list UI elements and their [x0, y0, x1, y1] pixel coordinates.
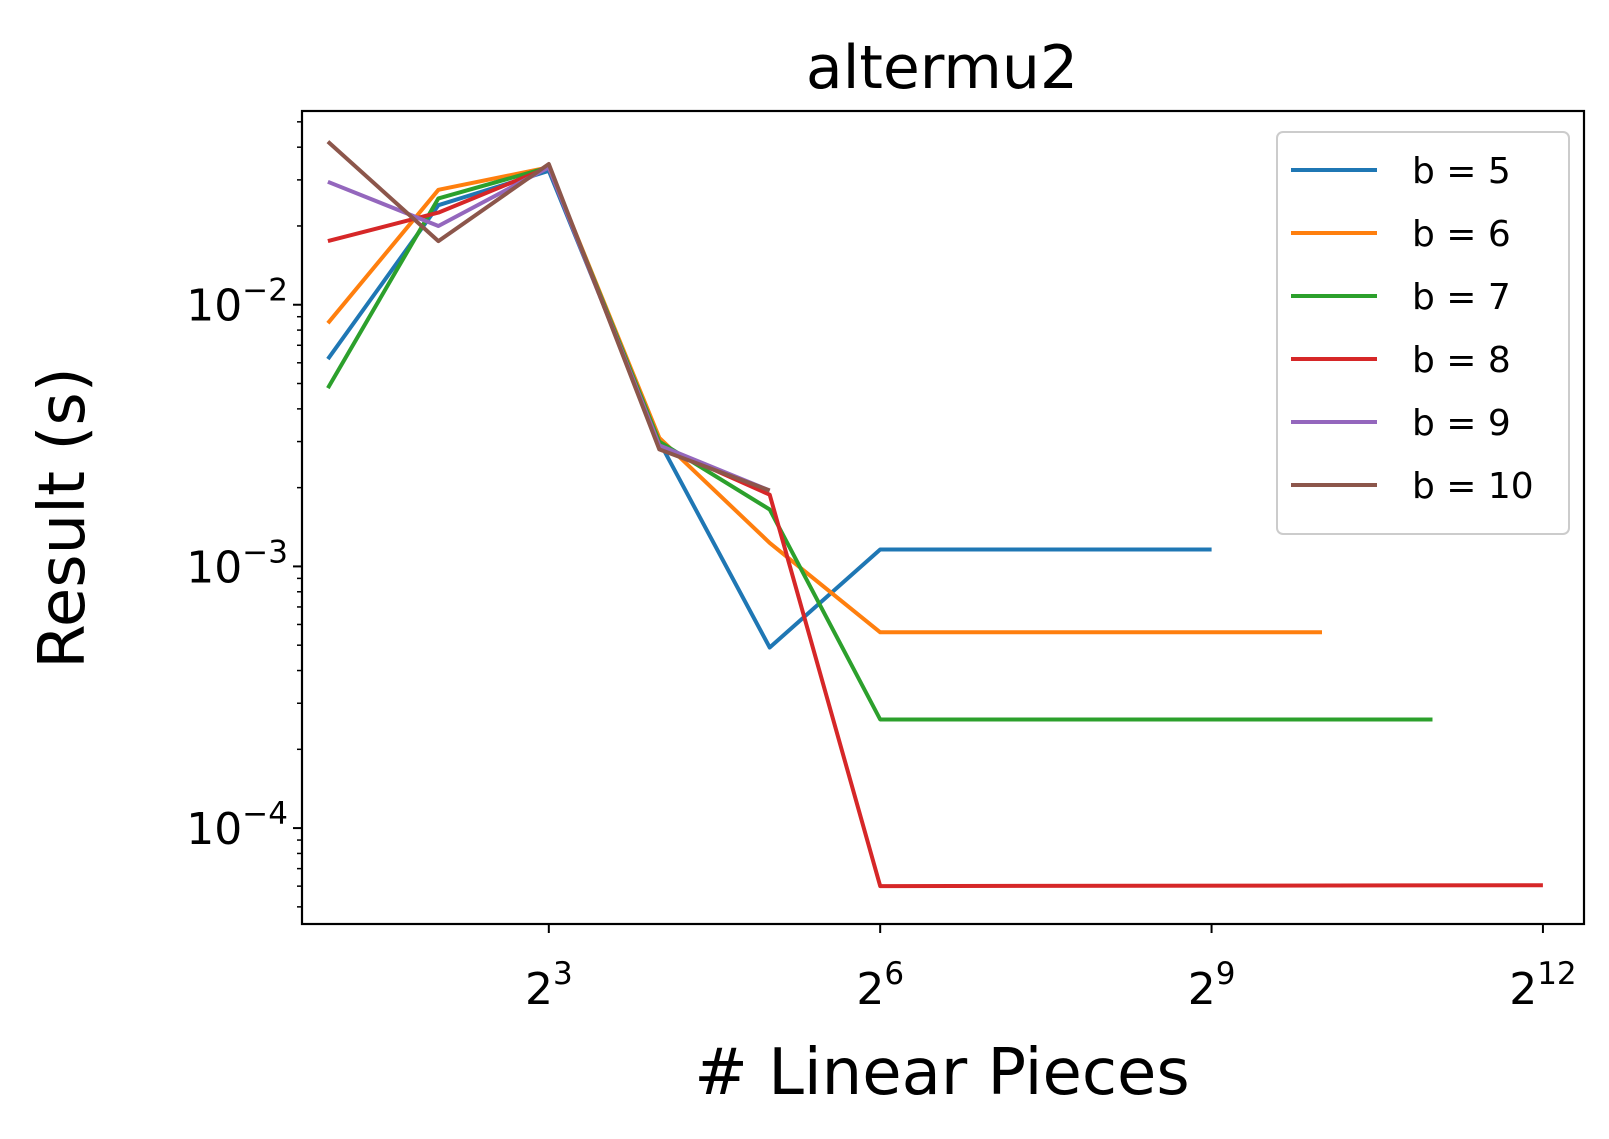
- plot-frame: [300, 109, 1586, 926]
- x-axis-label: # Linear Pieces: [694, 1036, 1189, 1110]
- series-lines: [326, 140, 1543, 889]
- y-tick-label: 10−4: [186, 796, 288, 855]
- legend-label: b = 8: [1412, 340, 1511, 381]
- legend-label: b = 10: [1412, 466, 1534, 507]
- legend-label: b = 5: [1412, 151, 1511, 192]
- legend: b = 5 b = 6 b = 7 b = 8 b = 9 b = 10: [1276, 131, 1570, 535]
- x-tick-label: 26: [856, 956, 904, 1015]
- axis-ticks: 23 26 29 212 10−2 10−3 10−4: [186, 121, 1577, 1015]
- legend-label: b = 9: [1412, 403, 1511, 444]
- y-tick-label: 10−3: [186, 534, 288, 593]
- y-tick-label: 10−2: [186, 273, 288, 332]
- legend-label: b = 7: [1412, 277, 1511, 318]
- y-axis-label: Result (s): [26, 367, 100, 668]
- x-tick-label: 29: [1188, 956, 1236, 1015]
- series-line-6: [326, 140, 771, 493]
- legend-label: b = 6: [1412, 214, 1511, 255]
- chart-title: altermu2: [806, 33, 1078, 103]
- x-tick-label: 212: [1509, 956, 1576, 1015]
- x-tick-label: 23: [525, 956, 573, 1015]
